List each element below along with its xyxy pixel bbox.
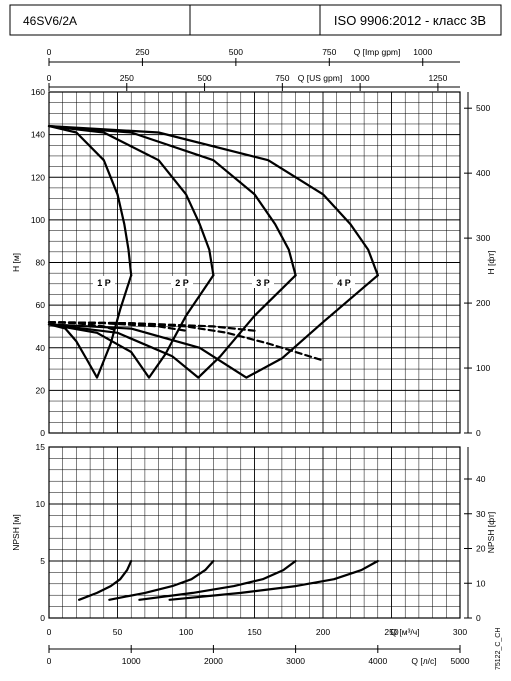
series-line — [47, 321, 188, 332]
y-tick-label: 0 — [40, 613, 45, 623]
y-tick-label: 5 — [40, 556, 45, 566]
top-axis-imp-title: Q [Imp gpm] — [354, 47, 401, 57]
series-line — [47, 321, 325, 362]
x-tick-label: 200 — [316, 627, 330, 637]
curve-label: 1 P — [97, 278, 111, 288]
series-line-1p — [47, 125, 133, 277]
y-tick-label: 140 — [31, 130, 45, 140]
plot-frame — [48, 91, 461, 434]
y-axis-label-left: NPSH [м] — [11, 514, 21, 551]
series-line — [138, 559, 297, 601]
x-tick-label: 300 — [453, 627, 467, 637]
right-tick-label: 400 — [476, 168, 490, 178]
x-tick-label: 250 — [384, 627, 398, 637]
curve-label-bg — [171, 276, 193, 288]
top-axis-us-label: 0 — [47, 73, 52, 83]
series-line-2p — [47, 125, 215, 277]
header: 46SV6/2A ISO 9906:2012 - класс 3B — [9, 4, 502, 36]
series-line — [47, 274, 133, 379]
series-line — [47, 274, 215, 379]
right-tick-label: 20 — [476, 544, 486, 554]
curve-label-bg — [252, 276, 274, 288]
right-tick-label: 500 — [476, 103, 490, 113]
series-line — [168, 559, 379, 601]
y-tick-label: 20 — [36, 385, 46, 395]
right-tick-label: 300 — [476, 233, 490, 243]
iso-standard: ISO 9906:2012 - класс 3B — [334, 13, 486, 28]
x-tick-label: 100 — [179, 627, 193, 637]
model-name: 46SV6/2A — [23, 14, 77, 28]
series-line — [47, 274, 379, 379]
series-line — [108, 559, 215, 601]
right-tick-label: 30 — [476, 509, 486, 519]
y-tick-label: 120 — [31, 172, 45, 182]
bottom-axis-ls-label: 1000 — [122, 656, 141, 666]
x-tick-label: 150 — [247, 627, 261, 637]
curve-label-bg — [93, 276, 115, 288]
y-axis-label-right: H [фт] — [486, 251, 496, 275]
right-tick-label: 0 — [476, 428, 481, 438]
top-axis-imp-label: 250 — [135, 47, 149, 57]
series-line — [78, 559, 133, 601]
y-tick-label: 160 — [31, 87, 45, 97]
y-tick-label: 15 — [36, 442, 46, 452]
x-axis-label: Q [м³/ч] — [390, 627, 419, 637]
top-axis-imp-label: 500 — [229, 47, 243, 57]
bottom-axis-ls-label: 3000 — [286, 656, 305, 666]
bottom-axis-ls-label: 0 — [47, 656, 52, 666]
y-axis-label-right: NPSH [фт] — [486, 512, 496, 553]
x-tick-label: 50 — [113, 627, 123, 637]
curve-label-bg — [333, 276, 355, 288]
x-tick-label: 0 — [47, 627, 52, 637]
series-line-4p — [47, 125, 379, 277]
y-tick-label: 10 — [36, 499, 46, 509]
top-axis-us-label: 1250 — [428, 73, 447, 83]
top-axis-us-label: 1000 — [351, 73, 370, 83]
top-axis-us-label: 500 — [197, 73, 211, 83]
right-tick-label: 200 — [476, 298, 490, 308]
top-axis-imp-label: 1000 — [413, 47, 432, 57]
bottom-axis-ls-label: 4000 — [368, 656, 387, 666]
y-tick-label: 100 — [31, 215, 45, 225]
bottom-axis-ls-label: 5000 — [451, 656, 470, 666]
curve-label: 3 P — [256, 278, 270, 288]
figure-code: 75122_C_CH — [495, 628, 502, 670]
y-axis-label-left: H [м] — [11, 253, 21, 272]
y-tick-label: 0 — [40, 428, 45, 438]
top-axis-us-title: Q [US gpm] — [298, 73, 342, 83]
y-tick-label: 80 — [36, 258, 46, 268]
top-axis-us-label: 750 — [275, 73, 289, 83]
top-axis-imp-label: 750 — [322, 47, 336, 57]
y-tick-label: 40 — [36, 343, 46, 353]
right-tick-label: 100 — [476, 363, 490, 373]
curve-label: 4 P — [337, 278, 351, 288]
right-tick-label: 0 — [476, 613, 481, 623]
bottom-axis-ls-title: Q [л/с] — [411, 656, 436, 666]
series-line-3p — [47, 125, 297, 277]
right-tick-label: 40 — [476, 474, 486, 484]
curve-label: 2 P — [175, 278, 189, 288]
top-axis-imp-label: 0 — [47, 47, 52, 57]
top-axis-us-label: 250 — [120, 73, 134, 83]
y-tick-label: 60 — [36, 300, 46, 310]
series-line — [47, 274, 297, 379]
right-tick-label: 10 — [476, 578, 486, 588]
plot-frame — [48, 446, 461, 619]
bottom-axis-ls-label: 2000 — [204, 656, 223, 666]
